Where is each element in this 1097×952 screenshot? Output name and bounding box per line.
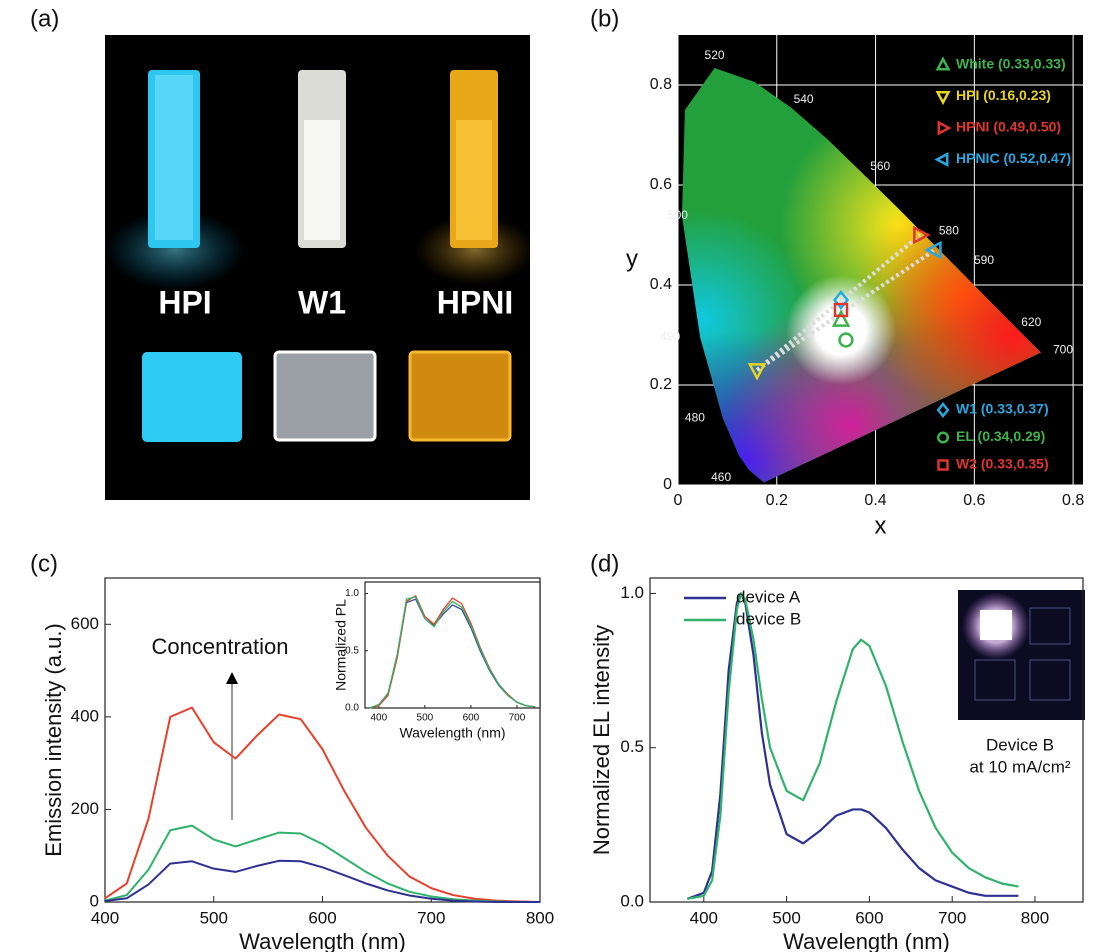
wavelength-label: 460	[711, 470, 731, 484]
y-axis-label: Normalized PL	[333, 599, 349, 691]
x-tick-label: 500	[772, 908, 800, 927]
x-tick-label: 500	[417, 713, 434, 724]
legend-label: device A	[736, 587, 801, 606]
x-tick-label: 400	[690, 908, 718, 927]
legend-label: W2 (0.33,0.35)	[956, 456, 1049, 472]
y-tick-label: 200	[71, 799, 99, 818]
y-tick-label: 0.8	[650, 76, 672, 93]
x-tick-label: 0	[674, 492, 683, 509]
cuvette-glass	[456, 120, 492, 240]
page: (a) (b) (c) (d) HPI W1 HPNI 0 0.2 0.4 0.6 0.8 0 0.2 0.…	[0, 0, 1097, 952]
y-tick-label: 0	[90, 891, 99, 910]
film-white	[275, 352, 375, 440]
annotation: Concentration	[152, 634, 289, 659]
y-tick-label: 0.0	[620, 891, 644, 910]
x-axis-label: Wavelength (nm)	[399, 725, 505, 741]
data-line	[105, 861, 540, 902]
x-axis-label: Wavelength (nm)	[783, 929, 950, 952]
wavelength-label: 560	[870, 159, 890, 173]
legend-label: device B	[736, 609, 801, 628]
panel-label: (c)	[30, 550, 58, 577]
panel-label: (b)	[590, 5, 619, 32]
photo-label: W1	[298, 284, 346, 320]
cuvette-glass	[155, 75, 193, 240]
panel-label: (d)	[590, 550, 619, 577]
photo	[105, 35, 535, 500]
x-tick-label: 400	[370, 713, 387, 724]
film-yellow	[410, 352, 510, 440]
y-tick-label: 1.0	[620, 583, 644, 602]
x-tick-label: 600	[855, 908, 883, 927]
y-tick-label: 0.6	[650, 176, 672, 193]
y-tick-label: 0.2	[650, 376, 672, 393]
x-tick-label: 600	[308, 908, 336, 927]
legend-label: HPNI (0.49,0.50)	[956, 119, 1061, 135]
panel-label: (a)	[30, 5, 59, 32]
photo-label: HPI	[158, 284, 211, 320]
y-axis-label: Emission intensity (a.u.)	[41, 623, 66, 857]
x-tick-label: 600	[463, 713, 480, 724]
legend-label: EL (0.34,0.29)	[956, 428, 1045, 444]
legend-label: HPI (0.16,0.23)	[956, 87, 1051, 103]
x-tick-label: 500	[200, 908, 228, 927]
wavelength-label: 620	[1021, 315, 1041, 329]
photo-label: HPNI	[437, 284, 513, 320]
x-tick-label: 0.2	[766, 492, 788, 509]
y-tick-label: 1.0	[345, 588, 359, 599]
device-photo	[958, 590, 1085, 720]
wavelength-label: 520	[705, 48, 725, 62]
y-axis-label: y	[626, 245, 638, 272]
x-tick-label: 0.8	[1062, 492, 1084, 509]
wavelength-label: 700	[1053, 343, 1073, 357]
inset-label: Device B	[986, 735, 1054, 754]
cuvette-glass	[304, 120, 340, 240]
wavelength-label: 580	[939, 224, 959, 238]
x-tick-label: 700	[509, 713, 526, 724]
y-tick-label: 0.4	[650, 276, 672, 293]
y-tick-label: 400	[71, 706, 99, 725]
device-pixel	[980, 610, 1012, 640]
x-tick-label: 400	[91, 908, 119, 927]
legend-label: White (0.33,0.33)	[956, 56, 1066, 72]
figure: (a) (b) (c) (d) HPI W1 HPNI 0 0.2 0.4 0.6 0.8 0 0.2 0.…	[0, 0, 1097, 952]
inset-label: at 10 mA/cm²	[969, 757, 1070, 776]
y-tick-label: 0	[663, 476, 672, 493]
x-axis-label: x	[875, 512, 887, 539]
wavelength-label: 540	[794, 92, 814, 106]
legend-label: HPNIC (0.52,0.47)	[956, 150, 1071, 166]
x-tick-label: 0.4	[864, 492, 886, 509]
y-tick-label: 600	[71, 614, 99, 633]
film-blue	[142, 352, 242, 442]
x-tick-label: 700	[417, 908, 445, 927]
x-tick-label: 0.6	[963, 492, 985, 509]
y-tick-label: 0.0	[345, 703, 359, 714]
wavelength-label: 590	[974, 253, 994, 267]
y-axis-label: Normalized EL intensity	[589, 625, 614, 855]
y-tick-label: 0.5	[620, 737, 644, 756]
legend-label: W1 (0.33,0.37)	[956, 401, 1049, 417]
wavelength-label: 490	[660, 330, 680, 344]
wavelength-label: 500	[668, 208, 688, 222]
x-axis-label: Wavelength (nm)	[239, 929, 406, 952]
x-tick-label: 700	[938, 908, 966, 927]
x-tick-label: 800	[1021, 908, 1049, 927]
x-tick-label: 800	[526, 908, 554, 927]
wavelength-label: 480	[685, 411, 705, 425]
